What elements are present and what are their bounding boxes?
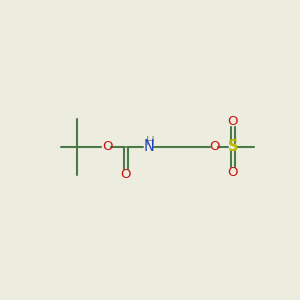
Text: O: O <box>227 115 238 128</box>
Text: S: S <box>227 140 238 154</box>
Text: O: O <box>102 140 112 153</box>
Text: H: H <box>146 135 154 148</box>
Text: N: N <box>144 140 154 154</box>
Text: O: O <box>121 168 131 181</box>
Text: O: O <box>227 166 238 179</box>
Text: O: O <box>209 140 220 153</box>
